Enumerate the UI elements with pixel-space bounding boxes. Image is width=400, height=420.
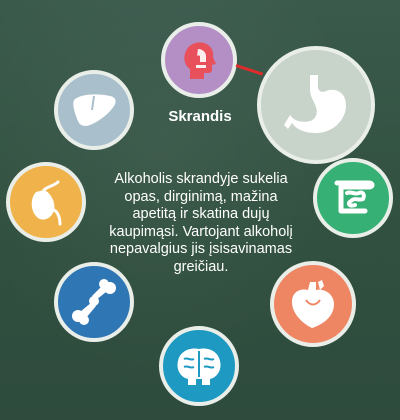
selected-organ-label: Skrandis <box>168 108 232 125</box>
organ-heart-button[interactable] <box>270 261 356 347</box>
organ-joint-button[interactable] <box>54 262 134 342</box>
organ-intestines-button[interactable] <box>313 158 393 238</box>
liver-icon <box>73 94 116 126</box>
organ-liver-button[interactable] <box>54 70 134 150</box>
organ-stomach-button[interactable] <box>257 46 375 164</box>
organ-gallbladder-button[interactable] <box>6 162 86 242</box>
organ-brain-button[interactable] <box>159 326 239 406</box>
bone-joint-icon <box>72 279 116 325</box>
brain-icon <box>177 348 221 385</box>
intestines-icon <box>334 180 375 214</box>
gallbladder-icon <box>31 180 62 226</box>
heart-icon <box>292 280 334 328</box>
stomach-icon <box>284 75 346 133</box>
head-profile-icon <box>184 42 216 79</box>
selected-organ-description: Alkoholis skrandyje sukelia opas, dirgin… <box>109 171 293 275</box>
organ-head-button[interactable] <box>161 22 237 98</box>
